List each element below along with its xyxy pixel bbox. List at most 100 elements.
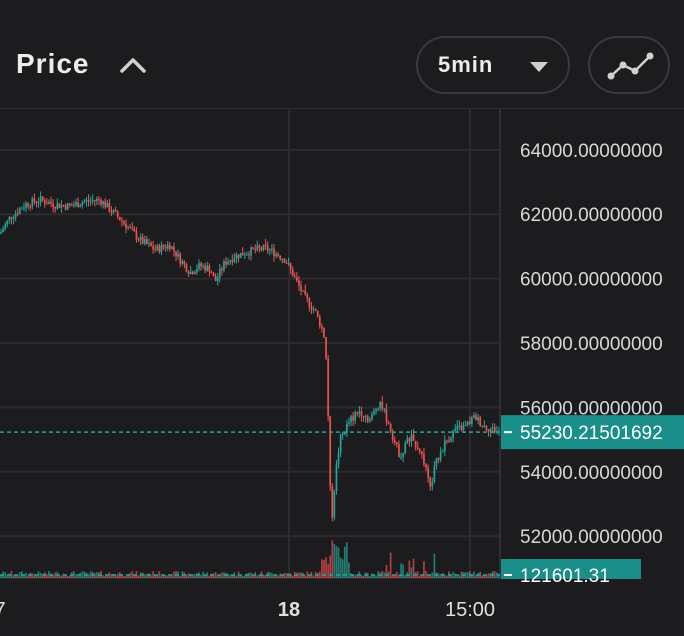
candle-body [473, 415, 475, 418]
candle-body [410, 434, 413, 442]
candle-body [368, 419, 371, 422]
chevron-up-icon[interactable] [118, 52, 148, 80]
volume-bar [450, 575, 452, 578]
candle-body [198, 263, 200, 270]
volume-bar [62, 573, 65, 578]
chart-type-button[interactable] [588, 36, 670, 94]
volume-bar [77, 575, 79, 578]
candle-body [52, 203, 54, 208]
volume-bar [18, 572, 21, 578]
candle-body [125, 223, 127, 229]
candle-body [148, 243, 150, 245]
grid-lines [0, 108, 501, 580]
candle-body [373, 411, 375, 415]
candle-body [146, 239, 148, 244]
volume-bar [446, 575, 448, 578]
candle-body [25, 203, 27, 208]
volume-bar [193, 573, 196, 578]
candle-body [160, 244, 163, 252]
volume-bar [39, 572, 42, 578]
volume-bar [283, 573, 286, 578]
candle-body [289, 263, 292, 270]
volume-bar [329, 555, 332, 578]
candle-body [106, 202, 109, 208]
candle-body [218, 268, 221, 278]
volume-bar [206, 572, 209, 578]
candle-body [135, 231, 138, 240]
candle-body [179, 253, 182, 264]
candle-body [87, 199, 90, 202]
candle-body [460, 425, 463, 430]
volume-bar [23, 574, 25, 578]
candle-body [256, 245, 259, 251]
candle-body [439, 452, 442, 460]
y-tick-label: 56000.00000000 [520, 398, 663, 419]
candle-body [302, 290, 304, 292]
candle-body [96, 198, 98, 201]
page-title: Price [16, 48, 90, 79]
candle-body [43, 200, 46, 204]
candle-body [364, 416, 367, 418]
volume-bar [402, 564, 404, 578]
volume-bar [102, 575, 104, 578]
candle-body [312, 309, 315, 311]
candle-body [423, 453, 425, 465]
volume-bar [6, 574, 9, 578]
price-chart[interactable]: 64000.00000000 62000.00000000 60000.000000… [0, 108, 684, 636]
volume-bar [168, 575, 171, 578]
volume-bar [41, 574, 44, 578]
volume-bar [437, 573, 440, 578]
volume-bar [14, 574, 17, 578]
candle-body [243, 255, 246, 257]
candle-body [281, 258, 284, 260]
volume-bar [460, 571, 463, 578]
candle-body [235, 254, 238, 259]
volume-bar [304, 575, 307, 578]
y-tick-label: 54000.00000000 [520, 463, 663, 484]
line-chart-icon [607, 52, 654, 80]
candle-body [346, 424, 348, 434]
volume-bar [218, 574, 221, 578]
volume-bar [123, 575, 125, 578]
volume-bar [223, 572, 225, 578]
candle-body [202, 265, 204, 267]
volume-bar [162, 574, 165, 578]
volume-bar [318, 571, 321, 578]
volume-bar [231, 574, 234, 578]
candle-body [352, 416, 354, 421]
candle-body [91, 200, 94, 202]
chart-header: Price 5min [0, 0, 684, 110]
y-tick-label: 60000.00000000 [520, 270, 663, 291]
candle-body [262, 244, 265, 250]
candle-body [279, 256, 282, 260]
candle-body [81, 202, 84, 206]
volume-bar [81, 571, 84, 578]
candle-body [487, 430, 490, 432]
candle-body [98, 198, 100, 200]
volume-bar [246, 573, 248, 578]
candle-body [102, 201, 104, 205]
candle-body [379, 401, 382, 409]
candle-body [79, 205, 82, 208]
volume-bar [458, 575, 461, 578]
candle-body [491, 427, 494, 429]
candle-body [339, 434, 342, 453]
volume-bar [279, 573, 282, 578]
volume-bar [210, 573, 213, 578]
candle-body [129, 226, 132, 228]
candle-body [141, 236, 144, 244]
candle-body [452, 430, 454, 438]
volume-bar [104, 575, 107, 578]
volume-bar [485, 574, 488, 578]
volume-bar [360, 575, 363, 578]
candle-body [398, 443, 400, 457]
interval-dropdown[interactable]: 5min [416, 36, 570, 94]
candle-body [166, 244, 169, 249]
volume-bar [356, 573, 359, 578]
volume-bar [381, 571, 384, 578]
candle-body [68, 203, 71, 206]
candle-body [291, 269, 294, 277]
candle-body [41, 196, 44, 201]
volume-bar [454, 573, 457, 578]
volume-bar [275, 575, 277, 578]
